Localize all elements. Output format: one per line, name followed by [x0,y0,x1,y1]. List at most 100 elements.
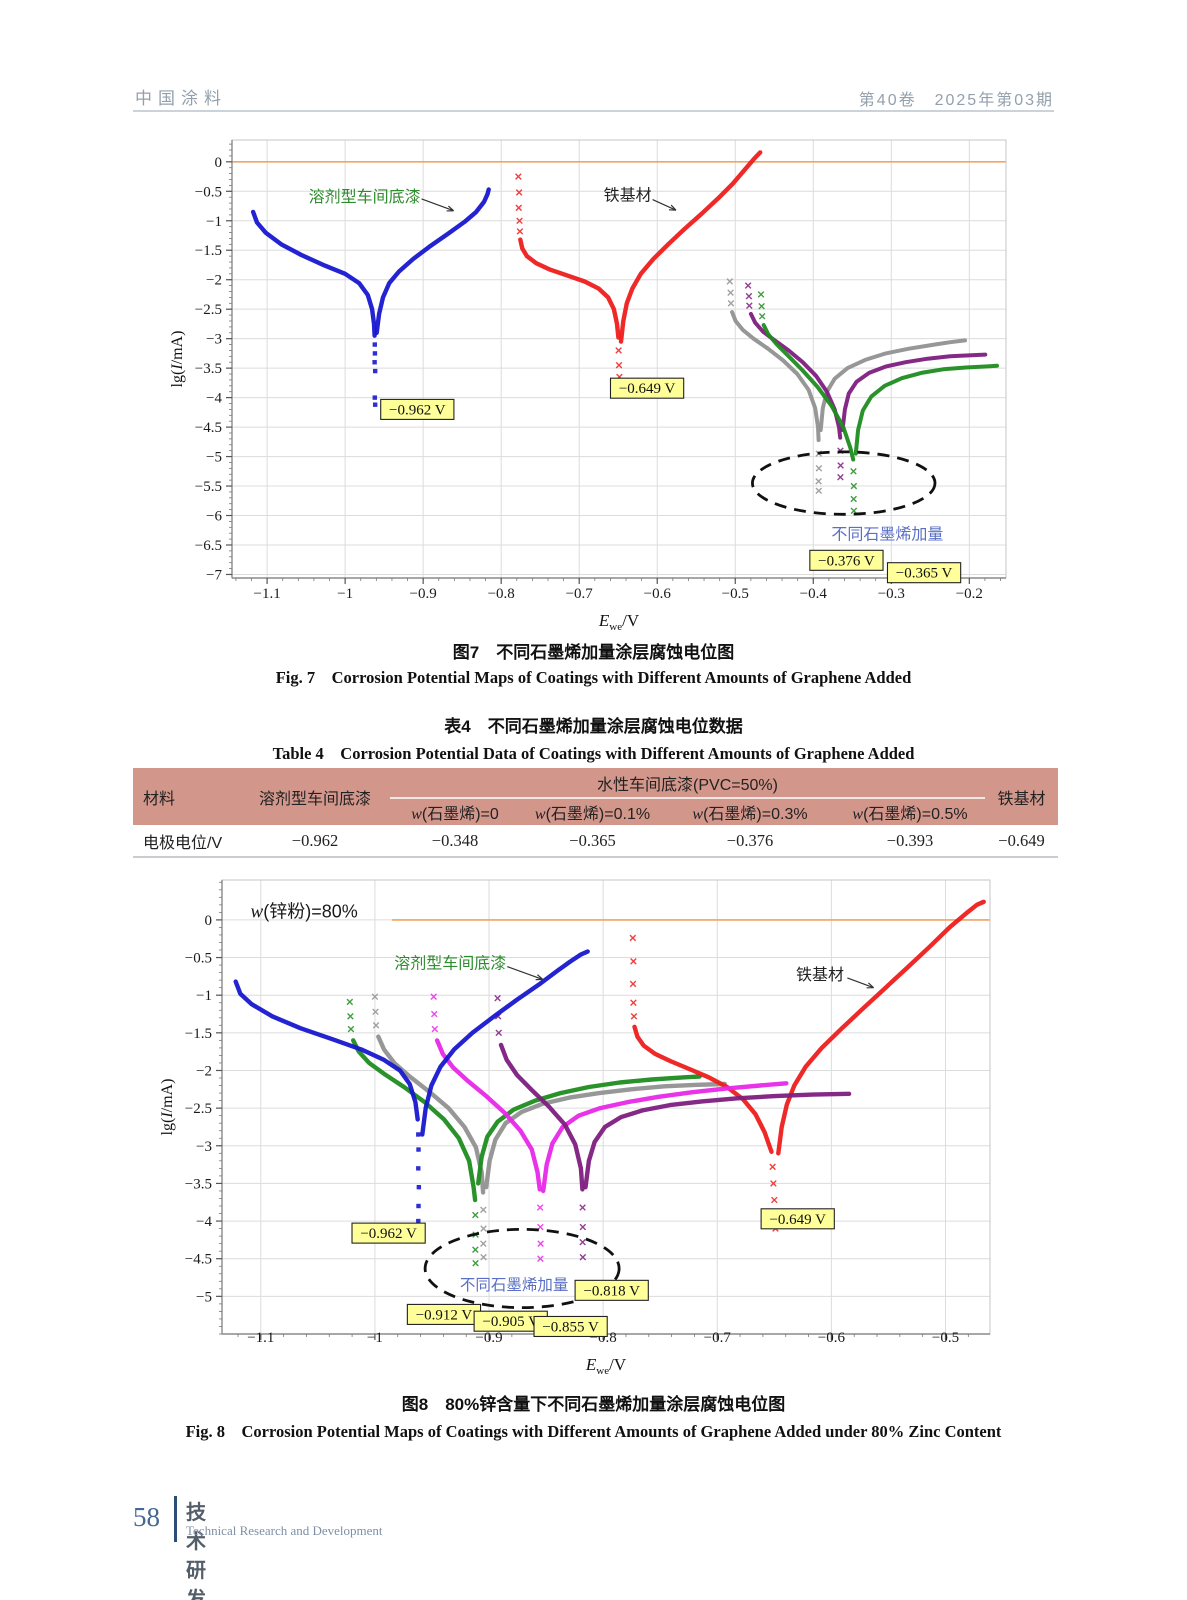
svg-text:−0.365 V: −0.365 V [896,566,953,582]
svg-text:−1.5: −1.5 [185,1026,212,1042]
axis-ticks: −1.1 −1 −0.9 −0.8 −0.7 −0.6 −0.50−0.5−1−1.5−2−… [185,881,969,1346]
series-2 [629,899,986,1232]
svg-text:−0.6: −0.6 [644,586,672,602]
svg-text:−0.7: −0.7 [566,586,594,602]
svg-text:−5: −5 [196,1289,212,1305]
fig7-caption-en: Fig. 7 Corrosion Potential Maps of Coati… [275,668,912,687]
svg-text:−7: −7 [206,567,222,583]
fig7-caption-zh: 图7 不同石墨烯加量涂层腐蚀电位图 [452,643,735,662]
svg-text:−3: −3 [196,1139,212,1155]
series-2 [726,278,967,495]
series-1 [515,150,763,398]
value-g0.1: −0.365 [520,825,665,858]
svg-text:−3.5: −3.5 [185,1176,212,1192]
svg-text:−5: −5 [206,450,222,466]
svg-text:−0.376 V: −0.376 V [818,553,875,569]
col-waterborne-primer: 水性车间底漆(PVC=50%) [390,768,985,799]
subcol-graphene-0: w(石墨烯)=0 [390,798,520,825]
svg-text:−4: −4 [206,391,222,407]
series-4 [744,282,988,481]
svg-text:−3.5: −3.5 [195,361,222,377]
table4-title-en: Table 4 Corrosion Potential Data of Coat… [272,744,915,763]
svg-text:−0.912 V: −0.912 V [416,1307,473,1323]
svg-text:−2.5: −2.5 [185,1101,212,1117]
value-g0.3: −0.376 [665,825,835,858]
svg-text:−0.649 V: −0.649 V [619,381,676,397]
svg-text:−1.5: −1.5 [195,243,222,259]
table4: 材料 溶剂型车间底漆 水性车间底漆(PVC=50%) 铁基材 w(石墨烯)=0 … [133,768,1058,858]
svg-text:−0.3: −0.3 [878,586,905,602]
svg-text:铁基材: 铁基材 [604,186,652,204]
svg-text:−1: −1 [196,988,212,1004]
svg-text:Ewe/V: Ewe/V [585,1355,627,1377]
svg-text:lg(I/mA): lg(I/mA) [159,1079,176,1136]
svg-text:−0.7: −0.7 [704,1330,732,1346]
svg-text:−0.9: −0.9 [475,1330,502,1346]
svg-text:−4.5: −4.5 [195,420,222,436]
svg-text:−0.2: −0.2 [956,586,983,602]
svg-text:−0.6: −0.6 [818,1330,846,1346]
svg-text:铁基材: 铁基材 [796,966,844,984]
footer-bar [174,1496,177,1542]
svg-text:−5.5: −5.5 [195,479,222,495]
svg-text:不同石墨烯加量: 不同石墨烯加量 [831,525,943,543]
fig7-chart-wrap: −1.1 −1 −0.9 −0.8 −0.7 −0.6 −0.5 −0.4 −0.3 −0.2 0 −… [166,128,1011,641]
row-label-potential: 电极电位/V [133,825,240,858]
svg-text:0: 0 [215,155,223,171]
svg-text:−0.5: −0.5 [195,184,222,200]
grid [232,140,1006,578]
svg-text:−4.5: −4.5 [185,1252,212,1268]
header-rule [133,110,1054,112]
axis-ticks: −1.1 −1 −0.9 −0.8 −0.7 −0.6 −0.5 −0.4 −0.3 −0.2 0 −… [195,143,1001,602]
svg-text:−3: −3 [206,332,222,348]
series-0 [250,187,491,407]
subcol-graphene-0.3: w(石墨烯)=0.3% [665,798,835,825]
table4-title-zh: 表4 不同石墨烯加量涂层腐蚀电位数据 [444,717,743,736]
svg-text:溶剂型车间底漆: 溶剂型车间底漆 [309,188,421,206]
grid [222,880,990,1334]
svg-text:−0.905 V: −0.905 V [482,1314,539,1330]
subcol-graphene-0.1: w(石墨烯)=0.1% [520,798,665,825]
svg-text:−6: −6 [206,509,222,525]
footer-section-en: Technical Research and Development [186,1523,383,1538]
series-0 [371,993,727,1261]
fig8-chart-wrap: −1.1 −1 −0.9 −0.8 −0.7 −0.6 −0.5 0 −0.5 −1 −1.5 −2−… [158,868,1003,1385]
svg-text:−1.1: −1.1 [254,586,281,602]
subcol-graphene-0.5: w(石墨烯)=0.5% [835,798,985,825]
fig7-corrosion-chart: −1.1 −1 −0.9 −0.8 −0.7 −0.6 −0.5 −0.4 −0.3 −0.2 0 −… [169,139,1007,633]
svg-text:−2: −2 [196,1063,212,1079]
series-4 [494,994,852,1261]
svg-text:−2: −2 [206,273,222,289]
highlight-ellipse [751,450,937,516]
svg-text:−0.5: −0.5 [722,586,749,602]
journal-issue: 第40卷 2025年第03期 [858,92,1054,109]
value-solvent: −0.962 [240,825,390,858]
fig8-corrosion-chart: −1.1 −1 −0.9 −0.8 −0.7 −0.6 −0.50−0.5−1−1.5−2−… [159,879,991,1377]
highlight-ellipse [423,1227,621,1310]
svg-text:−0.649 V: −0.649 V [769,1212,826,1228]
value-iron: −0.649 [985,825,1058,858]
svg-text:−0.962 V: −0.962 V [389,402,446,418]
svg-text:lg(I/mA): lg(I/mA) [169,331,186,388]
svg-text:不同石墨烯加量: 不同石墨烯加量 [460,1276,569,1294]
svg-text:−1: −1 [337,586,353,602]
svg-text:−0.855 V: −0.855 V [542,1319,599,1335]
series-3 [730,286,983,501]
table-row: 电极电位/V −0.962 −0.348 −0.365 −0.376 −0.39… [133,825,1058,858]
svg-text:−1.1: −1.1 [247,1330,274,1346]
svg-text:−0.9: −0.9 [410,586,437,602]
svg-text:−0.5: −0.5 [932,1330,959,1346]
svg-text:0: 0 [205,913,213,929]
svg-text:−0.962 V: −0.962 V [360,1226,417,1242]
svg-text:−0.8: −0.8 [488,586,515,602]
svg-text:−6.5: −6.5 [195,538,222,554]
svg-text:−4: −4 [196,1214,212,1230]
col-material: 材料 [133,768,240,825]
svg-text:−2.5: −2.5 [195,302,222,318]
svg-text:−0.5: −0.5 [185,951,212,967]
svg-text:−0.818 V: −0.818 V [583,1283,640,1299]
svg-text:−1: −1 [206,214,222,230]
fig8-caption-zh: 图8 80%锌含量下不同石墨烯加量涂层腐蚀电位图 [401,1395,786,1414]
